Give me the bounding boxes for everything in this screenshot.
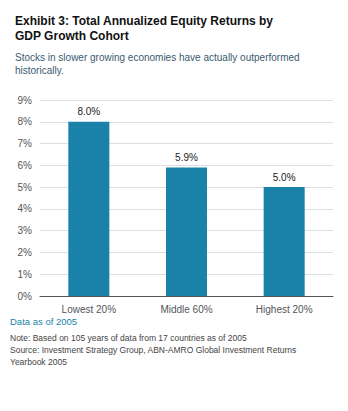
svg-text:Note: Based on 105 years of da: Note: Based on 105 years of data from 17… [10, 333, 247, 343]
svg-text:Lowest 20%: Lowest 20% [62, 304, 117, 315]
svg-text:Stocks in slower growing econo: Stocks in slower growing economies have … [15, 52, 300, 63]
svg-text:Source: Investment Strategy Gr: Source: Investment Strategy Group, ABN-A… [10, 345, 296, 355]
svg-text:8%: 8% [18, 116, 33, 127]
svg-text:Data as of 2005: Data as of 2005 [10, 316, 77, 327]
svg-text:2%: 2% [18, 247, 33, 258]
svg-text:1%: 1% [18, 269, 33, 280]
svg-text:Yearbook 2005: Yearbook 2005 [10, 357, 67, 367]
svg-text:5%: 5% [18, 182, 33, 193]
svg-text:4%: 4% [18, 203, 33, 214]
svg-text:GDP Growth Cohort: GDP Growth Cohort [15, 29, 129, 43]
svg-text:Highest 20%: Highest 20% [256, 304, 313, 315]
svg-text:historically.: historically. [15, 65, 64, 76]
svg-text:7%: 7% [18, 138, 33, 149]
svg-text:8.0%: 8.0% [77, 106, 100, 117]
svg-text:6%: 6% [18, 160, 33, 171]
svg-text:9%: 9% [18, 95, 33, 106]
svg-text:5.0%: 5.0% [273, 172, 296, 183]
svg-text:3%: 3% [18, 225, 33, 236]
svg-text:0%: 0% [18, 291, 33, 302]
svg-text:Middle 60%: Middle 60% [160, 304, 212, 315]
svg-text:5.9%: 5.9% [175, 152, 198, 163]
svg-text:Exhibit 3: Total Annualized Eq: Exhibit 3: Total Annualized Equity Retur… [15, 14, 273, 28]
